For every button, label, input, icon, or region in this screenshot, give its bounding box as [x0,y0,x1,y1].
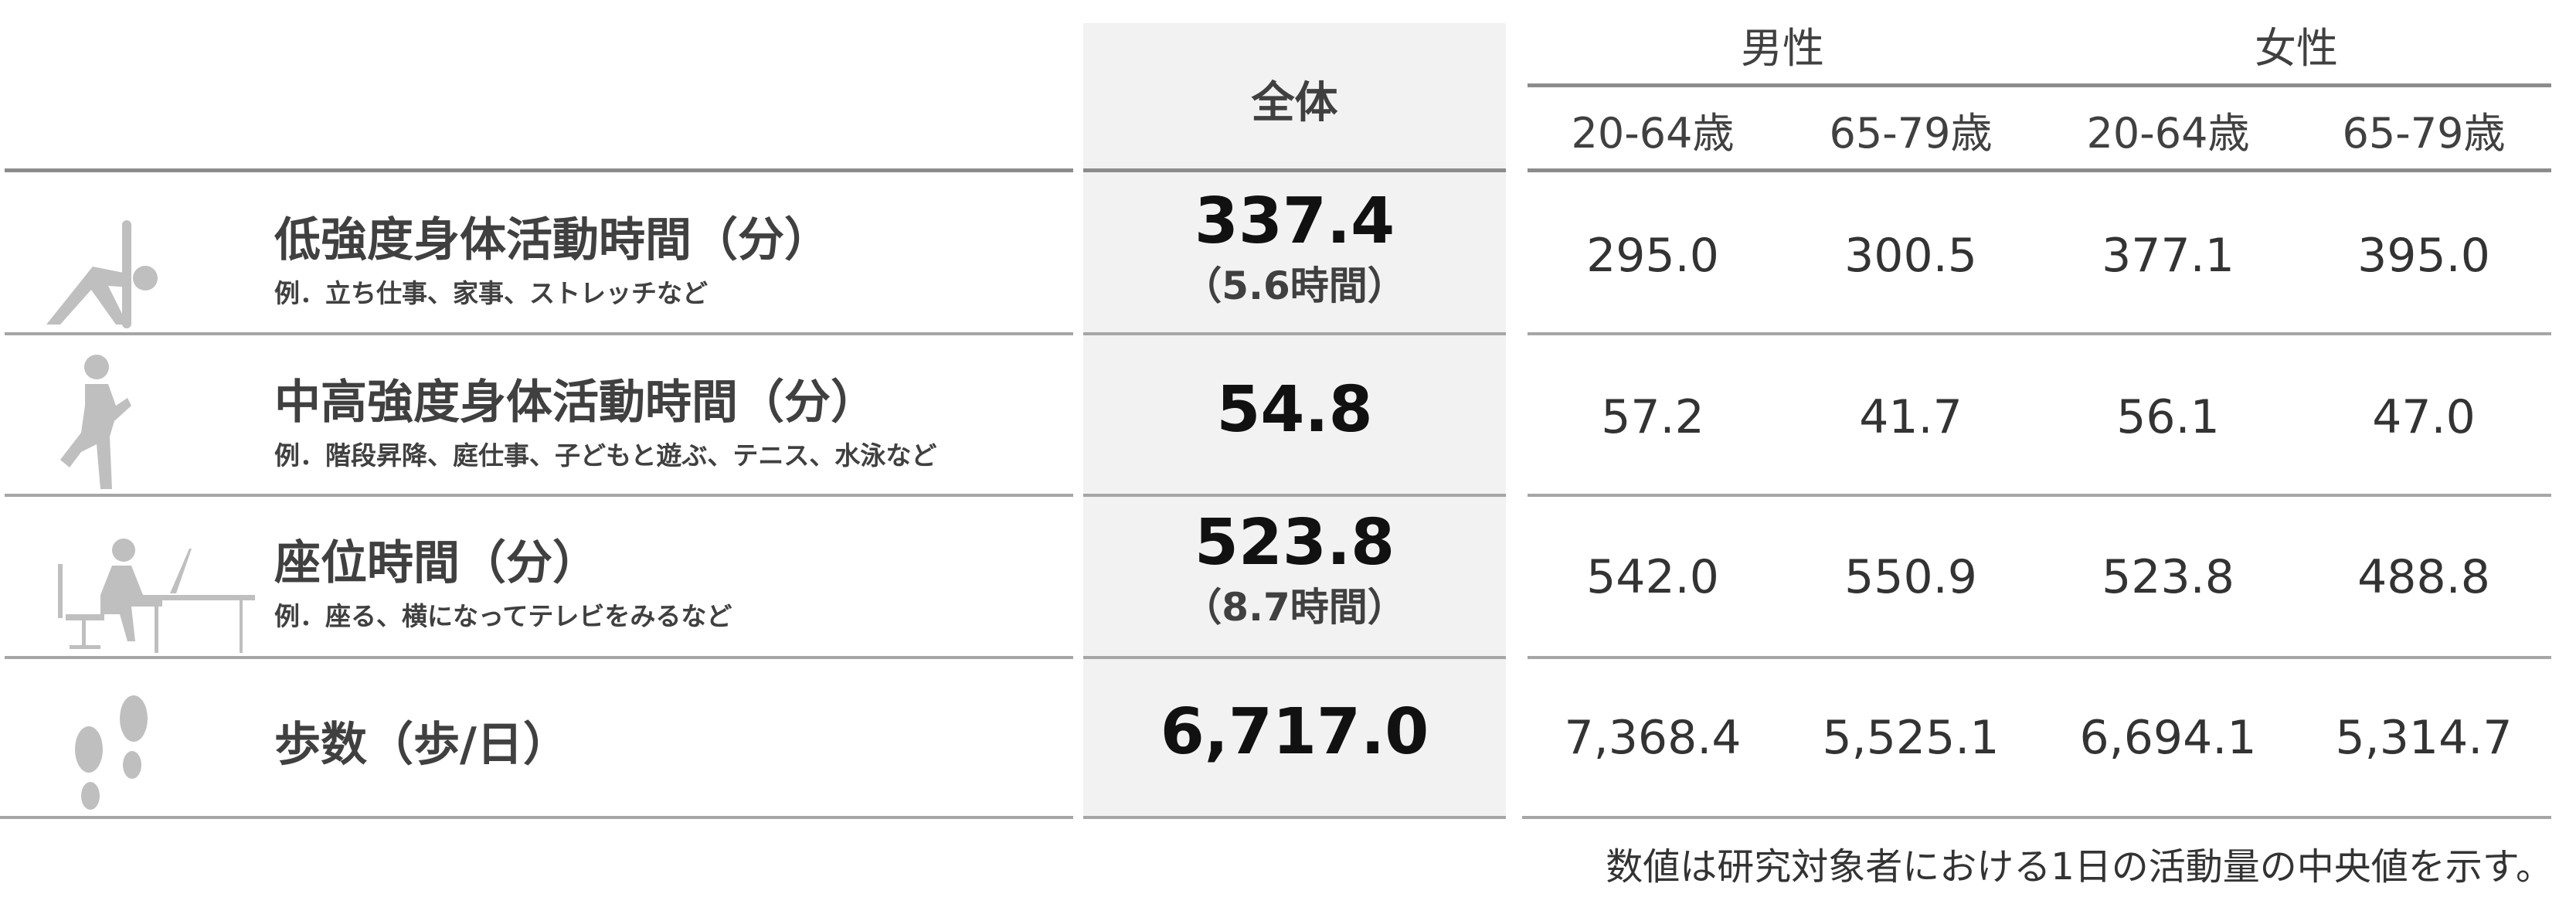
female-header: 女性 [2255,24,2338,73]
row-title: 歩数（歩/日） [274,718,569,772]
row-divider [5,332,1073,335]
value-cell: 523.8 [2102,550,2234,604]
row-label: 歩数（歩/日） [274,707,569,774]
age-header: 20-64歳 [2086,109,2250,158]
row-divider [1528,494,2551,497]
row-divider [1083,656,1506,659]
value-cell: 57.2 [1601,390,1704,444]
value-cell: 377.1 [2102,229,2234,283]
value-cell: 6,694.1 [2079,711,2257,765]
row-divider [1083,816,1506,819]
running-person-icon [60,355,131,489]
overall-column-background [1083,23,1506,819]
age-header: 65-79歳 [1829,109,1993,158]
overall-value-cell: 6,717.0 [1083,695,1506,769]
value-cell: 542.0 [1586,550,1719,604]
row-divider [5,494,1073,497]
row-example: 例．座る、横になってテレビをみるなど [274,601,732,631]
row-example: 例．立ち仕事、家事、ストレッチなど [274,278,708,308]
row-divider [1528,332,2551,335]
row-label: 中高強度身体活動時間（分） 例．階段昇降、庭仕事、子どもと遊ぶ、テニス、水泳など [274,365,936,472]
age-header: 20-64歳 [1571,109,1735,158]
overall-hours: （8.7時間） [1183,585,1406,630]
overall-header: 全体 [1251,78,1338,128]
overall-value-cell: 337.4 （5.6時間） [1083,185,1506,311]
overall-value-cell: 54.8 [1083,373,1506,447]
value-cell: 56.1 [2116,390,2220,444]
value-cell: 47.0 [2372,390,2476,444]
row-divider [1083,332,1506,335]
overall-hours: （5.6時間） [1183,263,1406,309]
row-title: 低強度身体活動時間（分） [274,213,831,267]
row-divider [1522,816,2551,819]
row-divider [1083,494,1506,497]
overall-value: 337.4 [1194,185,1395,258]
sitting-person-icon [58,539,255,653]
row-example: 例．階段昇降、庭仕事、子どもと遊ぶ、テニス、水泳など [274,440,937,471]
overall-value: 523.8 [1194,506,1395,579]
value-cell: 550.9 [1844,550,1977,604]
overall-value-cell: 523.8 （8.7時間） [1083,506,1506,632]
value-cell: 395.0 [2357,229,2490,283]
row-divider [5,656,1073,659]
overall-value: 6,717.0 [1160,695,1429,769]
row-label: 低強度身体活動時間（分） 例．立ち仕事、家事、ストレッチなど [274,202,831,310]
value-cell: 300.5 [1844,229,1977,283]
group-divider [1528,83,2551,87]
row-label: 座位時間（分） 例．座る、横になってテレビをみるなど [274,525,732,633]
footprints-icon [75,695,148,810]
stretching-person-icon [46,220,158,328]
header-rule [1083,168,1506,172]
value-cell: 7,368.4 [1564,711,1742,765]
row-title: 中高強度身体活動時間（分） [274,376,877,430]
overall-value: 54.8 [1216,373,1373,447]
age-header: 65-79歳 [2342,109,2506,158]
value-cell: 5,525.1 [1822,711,2000,765]
value-cell: 5,314.7 [2335,711,2513,765]
value-cell: 41.7 [1859,390,1963,444]
header-rule [1528,168,2551,172]
male-header: 男性 [1741,24,1824,73]
header-rule [5,168,1073,172]
row-title: 座位時間（分） [274,536,599,590]
footnote: 数値は研究対象者における1日の活動量の中央値を示す。 [1606,845,2553,889]
row-divider [0,816,1073,819]
value-cell: 295.0 [1586,229,1719,283]
row-divider [1528,656,2551,659]
value-cell: 488.8 [2357,550,2490,604]
